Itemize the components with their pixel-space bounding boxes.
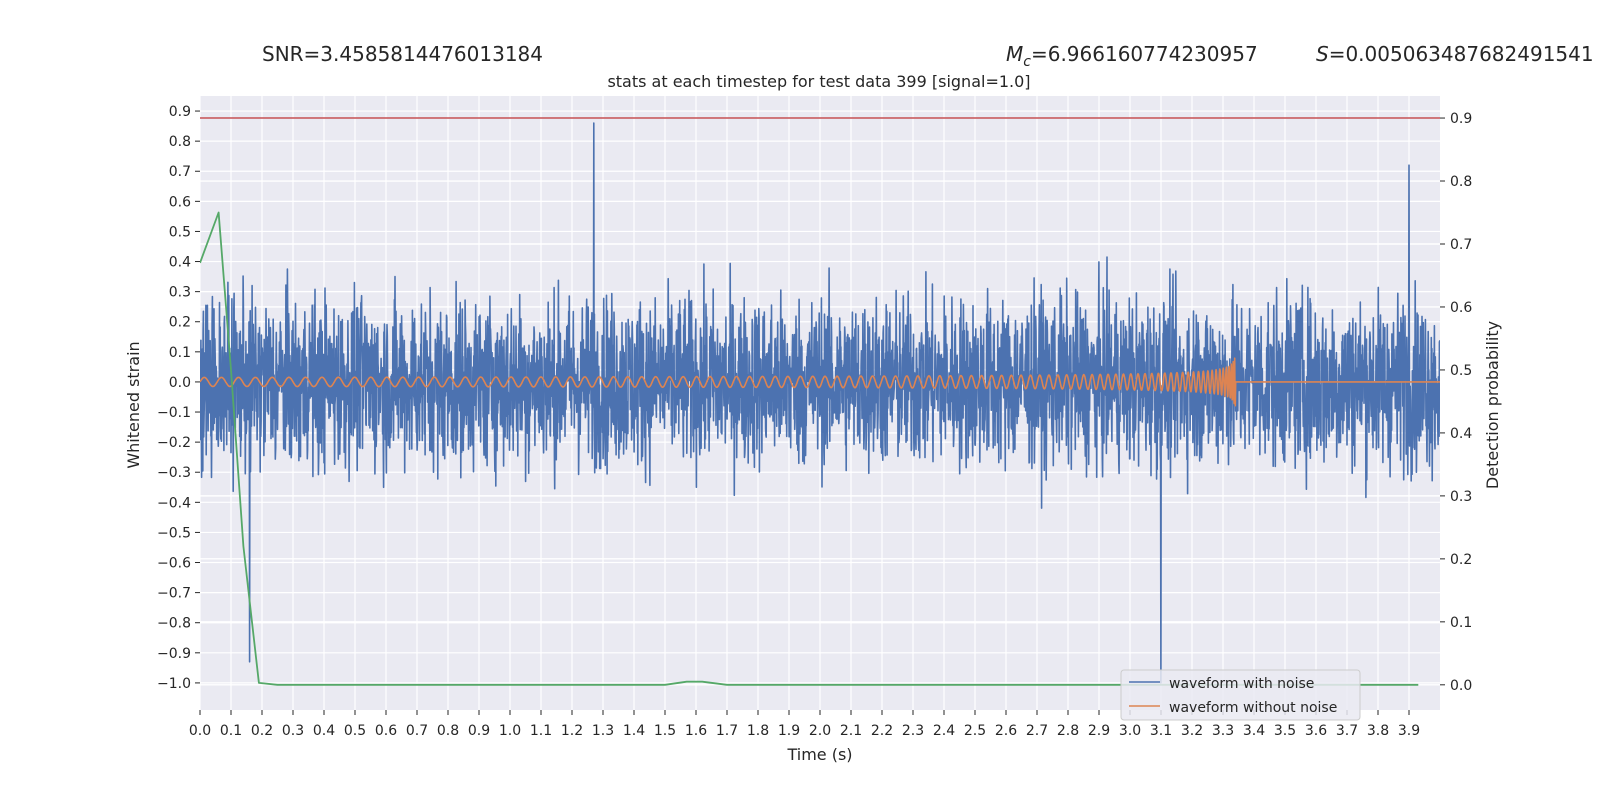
- spin-symbol: S: [1316, 42, 1329, 66]
- y-right-tick-label: 0.1: [1450, 615, 1472, 631]
- x-tick-label: 2.7: [1026, 723, 1048, 739]
- y-left-tick-label: 0.0: [169, 375, 191, 391]
- x-tick-label: 1.4: [623, 723, 645, 739]
- x-tick-label: 3.4: [1243, 723, 1265, 739]
- y-axis-right-ticks: 0.9 0.8 0.7 0.6 0.5 0.4 0.3 0.2 0.1 0.0: [1440, 111, 1472, 694]
- x-tick-label: 2.2: [871, 723, 893, 739]
- x-tick-label: 0.6: [375, 723, 397, 739]
- x-tick-label: 2.9: [1088, 723, 1110, 739]
- x-tick-label: 2.8: [1057, 723, 1079, 739]
- y-right-tick-label: 0.9: [1450, 111, 1472, 127]
- x-tick-label: 2.5: [964, 723, 986, 739]
- spin-label: S=0.005063487682491541: [1316, 42, 1594, 66]
- y-left-tick-label: −0.4: [157, 495, 191, 511]
- x-tick-label: 3.6: [1305, 723, 1327, 739]
- y-right-tick-label: 0.0: [1450, 678, 1472, 694]
- series-detection-probability: [200, 211, 1419, 686]
- x-tick-label: 1.5: [654, 723, 676, 739]
- x-tick-label: 0.1: [220, 723, 242, 739]
- y-left-tick-label: 0.2: [169, 315, 191, 331]
- x-tick-label: 0.3: [282, 723, 304, 739]
- chirp-mass-value: =6.966160774230957: [1031, 42, 1258, 66]
- y-left-tick-label: 0.3: [169, 285, 191, 301]
- y-right-tick-label: 0.7: [1450, 237, 1472, 253]
- y-axis-left-label: Whitened strain: [124, 341, 143, 468]
- legend-box: [1120, 669, 1361, 721]
- x-tick-label: 1.0: [499, 723, 521, 739]
- series-waveform-with-noise: [200, 122, 1440, 684]
- x-tick-label: 3.2: [1181, 723, 1203, 739]
- chirp-mass-label: Mc=6.966160774230957: [1006, 42, 1258, 70]
- x-tick-label: 2.3: [902, 723, 924, 739]
- x-tick-label: 0.7: [406, 723, 428, 739]
- y-right-tick-label: 0.5: [1450, 363, 1472, 379]
- y-left-tick-label: −1.0: [157, 676, 191, 692]
- y-right-tick-label: 0.4: [1450, 426, 1472, 442]
- y-left-tick-label: 0.4: [169, 255, 191, 271]
- x-tick-label: 2.4: [933, 723, 955, 739]
- x-tick-label: 1.3: [592, 723, 614, 739]
- x-axis-ticks: 0.0 0.1 0.2 0.3 0.4 0.5 0.6 0.7 0.8 0.9 1.0 1.1 1.2 1…: [189, 710, 1420, 739]
- legend-label-waveform-with-noise: waveform with noise: [1169, 676, 1314, 692]
- x-tick-label: 1.7: [716, 723, 738, 739]
- x-tick-label: 3.5: [1274, 723, 1296, 739]
- x-tick-label: 3.8: [1367, 723, 1389, 739]
- x-tick-label: 1.9: [778, 723, 800, 739]
- x-tick-label: 0.2: [251, 723, 273, 739]
- y-right-tick-label: 0.6: [1450, 300, 1472, 316]
- spin-value: =0.005063487682491541: [1329, 42, 1594, 66]
- y-left-tick-label: −0.9: [157, 646, 191, 662]
- x-tick-label: 2.6: [995, 723, 1017, 739]
- series-waveform-without-noise: [200, 357, 1440, 407]
- y-left-tick-label: 0.1: [169, 345, 191, 361]
- y-left-tick-label: −0.3: [157, 465, 191, 481]
- x-tick-label: 1.8: [747, 723, 769, 739]
- x-tick-label: 3.3: [1212, 723, 1234, 739]
- x-tick-label: 0.0: [189, 723, 211, 739]
- y-right-tick-label: 0.2: [1450, 552, 1472, 568]
- y-left-tick-label: −0.5: [157, 525, 191, 541]
- x-tick-label: 2.0: [809, 723, 831, 739]
- y-right-tick-label: 0.8: [1450, 174, 1472, 190]
- x-tick-label: 1.2: [561, 723, 583, 739]
- x-tick-label: 0.9: [468, 723, 490, 739]
- legend-label-waveform-without-noise: waveform without noise: [1169, 700, 1337, 716]
- y-left-tick-label: 0.5: [169, 224, 191, 240]
- x-tick-label: 1.6: [685, 723, 707, 739]
- x-tick-label: 2.1: [840, 723, 862, 739]
- y-left-tick-label: 0.7: [169, 164, 191, 180]
- x-tick-label: 3.1: [1150, 723, 1172, 739]
- x-tick-label: 0.5: [344, 723, 366, 739]
- x-tick-label: 1.1: [530, 723, 552, 739]
- chart-title: stats at each timestep for test data 399…: [607, 72, 1030, 91]
- x-tick-label: 3.0: [1119, 723, 1141, 739]
- chirp-mass-subscript: c: [1023, 54, 1031, 70]
- legend: waveform with noise waveform without noi…: [1120, 669, 1361, 721]
- y-left-tick-label: 0.9: [169, 104, 191, 120]
- y-left-tick-label: −0.8: [157, 616, 191, 632]
- x-tick-label: 0.8: [437, 723, 459, 739]
- x-tick-label: 3.9: [1398, 723, 1420, 739]
- y-left-tick-label: −0.7: [157, 586, 191, 602]
- x-tick-label: 3.7: [1336, 723, 1358, 739]
- y-left-tick-label: −0.6: [157, 556, 191, 572]
- x-tick-label: 0.4: [313, 723, 335, 739]
- y-left-tick-label: 0.6: [169, 194, 191, 210]
- y-right-tick-label: 0.3: [1450, 489, 1472, 505]
- snr-label: SNR=3.4585814476013184: [262, 42, 543, 66]
- x-axis-label: Time (s): [786, 745, 852, 764]
- chirp-mass-symbol: M: [1006, 42, 1023, 66]
- y-left-tick-label: −0.2: [157, 435, 191, 451]
- y-axis-right-label: Detection probability: [1483, 321, 1502, 489]
- y-axis-left-ticks: 0.9 0.8 0.7 0.6 0.5 0.4 0.3 0.2 0.1 0.0 −0.1 −0.2 −0…: [157, 104, 200, 692]
- grid-y: [200, 110, 1440, 684]
- y-left-tick-label: 0.8: [169, 134, 191, 150]
- y-left-tick-label: −0.1: [157, 405, 191, 421]
